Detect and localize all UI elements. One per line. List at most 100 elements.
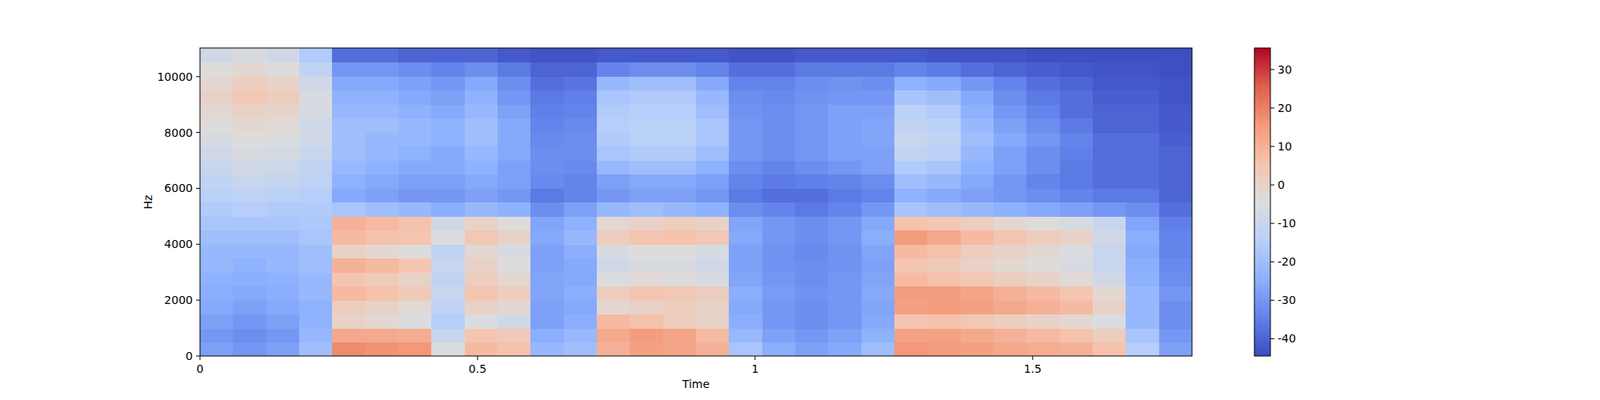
cell xyxy=(232,202,267,217)
cell xyxy=(993,76,1028,91)
cell xyxy=(232,104,267,119)
cell xyxy=(332,258,366,273)
cell xyxy=(464,244,499,259)
cell xyxy=(795,216,829,231)
cell xyxy=(1092,62,1127,77)
cell xyxy=(299,342,333,357)
cell xyxy=(894,216,928,231)
cell xyxy=(696,118,730,133)
cell xyxy=(365,76,400,91)
cell xyxy=(497,230,532,245)
cell xyxy=(1159,146,1192,161)
cell xyxy=(762,160,796,175)
cell xyxy=(497,160,532,175)
cell xyxy=(200,118,234,133)
cell xyxy=(795,104,829,119)
cell xyxy=(1026,174,1060,189)
cell xyxy=(927,76,961,91)
cell xyxy=(332,62,366,77)
cell xyxy=(299,90,333,105)
cell xyxy=(299,132,333,147)
cell xyxy=(1026,132,1060,147)
cell xyxy=(762,146,796,161)
cell xyxy=(596,244,631,259)
cell xyxy=(332,314,366,329)
cell xyxy=(299,314,333,329)
cell xyxy=(464,132,499,147)
cell xyxy=(1026,62,1060,77)
cell xyxy=(200,104,234,119)
cell xyxy=(564,146,598,161)
cell xyxy=(762,48,796,63)
x-tick xyxy=(1032,356,1033,360)
cell xyxy=(431,314,465,329)
cell xyxy=(464,314,499,329)
cell xyxy=(431,160,465,175)
cell xyxy=(894,230,928,245)
cell xyxy=(266,258,300,273)
cell xyxy=(696,258,730,273)
cell xyxy=(299,118,333,133)
cell xyxy=(629,230,664,245)
cell xyxy=(663,174,697,189)
cell xyxy=(828,188,862,203)
cell xyxy=(861,132,896,147)
cell xyxy=(828,216,862,231)
cell xyxy=(696,286,730,301)
cell xyxy=(696,160,730,175)
cell xyxy=(530,174,564,189)
cell xyxy=(993,174,1028,189)
cell xyxy=(960,342,995,357)
cell xyxy=(1125,230,1160,245)
cell xyxy=(663,188,697,203)
cell xyxy=(894,90,928,105)
cell xyxy=(828,146,862,161)
cell xyxy=(596,300,631,315)
cell xyxy=(993,104,1028,119)
cell xyxy=(663,48,697,63)
cell xyxy=(728,174,763,189)
cell xyxy=(795,174,829,189)
cell xyxy=(596,104,631,119)
cell xyxy=(1159,104,1192,119)
x-tick-label: 1.5 xyxy=(1024,362,1042,376)
cell xyxy=(497,174,532,189)
cell xyxy=(1060,216,1094,231)
cell xyxy=(1092,230,1127,245)
cell xyxy=(993,118,1028,133)
cell xyxy=(1092,342,1127,357)
cell xyxy=(1026,230,1060,245)
cell xyxy=(1026,314,1060,329)
y-tick-label: 2000 xyxy=(164,293,193,307)
cell xyxy=(927,160,961,175)
cell xyxy=(497,300,532,315)
cell xyxy=(596,174,631,189)
cell xyxy=(663,160,697,175)
cell xyxy=(365,244,400,259)
cell xyxy=(332,104,366,119)
cell xyxy=(828,244,862,259)
cell xyxy=(596,48,631,63)
cell xyxy=(1092,48,1127,63)
cell xyxy=(596,118,631,133)
cell xyxy=(398,76,432,91)
cell xyxy=(431,188,465,203)
cell xyxy=(564,216,598,231)
cell xyxy=(663,300,697,315)
cell xyxy=(266,314,300,329)
cell xyxy=(299,76,333,91)
cell xyxy=(431,48,465,63)
cell xyxy=(365,314,400,329)
cell xyxy=(894,118,928,133)
cell xyxy=(1125,48,1160,63)
cell xyxy=(960,286,995,301)
cell xyxy=(200,272,234,287)
cell xyxy=(299,174,333,189)
cell xyxy=(828,230,862,245)
cell xyxy=(629,188,664,203)
cell xyxy=(993,216,1028,231)
cell xyxy=(232,300,267,315)
cell xyxy=(200,202,234,217)
cell xyxy=(431,202,465,217)
cell xyxy=(828,328,862,343)
